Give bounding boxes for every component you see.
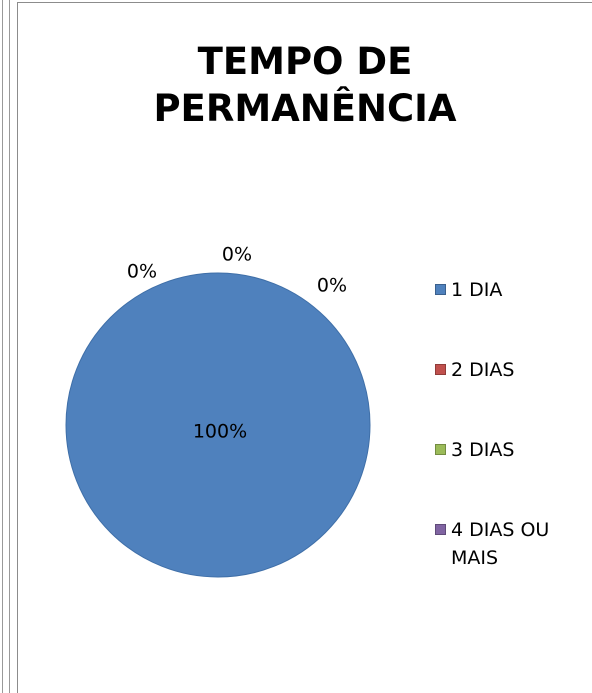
legend-swatch <box>435 284 446 295</box>
legend-swatch <box>435 524 446 535</box>
data-label: 0% <box>222 244 252 266</box>
legend-label: 2 DIAS <box>451 359 515 381</box>
legend-label: 3 DIAS <box>451 439 515 461</box>
frame-edge <box>2 0 10 693</box>
data-label: 100% <box>193 421 247 443</box>
legend-label: 4 DIAS OU MAIS <box>451 519 550 569</box>
legend: 1 DIA 2 DIAS 3 DIAS 4 DIAS OU MAIS <box>435 276 585 596</box>
legend-swatch <box>435 364 446 375</box>
legend-label: 1 DIA <box>451 279 503 301</box>
legend-entry: 3 DIAS <box>435 436 585 516</box>
legend-entry: 1 DIA <box>435 276 585 356</box>
chart-title: TEMPO DE PERMANÊNCIA <box>153 40 457 130</box>
chart-frame <box>17 2 592 693</box>
data-label: 0% <box>127 261 157 283</box>
legend-entry: 2 DIAS <box>435 356 585 436</box>
data-label: 0% <box>317 275 347 297</box>
pie-slice <box>65 272 371 578</box>
legend-swatch <box>435 444 446 455</box>
legend-entry: 4 DIAS OU MAIS <box>435 516 585 596</box>
